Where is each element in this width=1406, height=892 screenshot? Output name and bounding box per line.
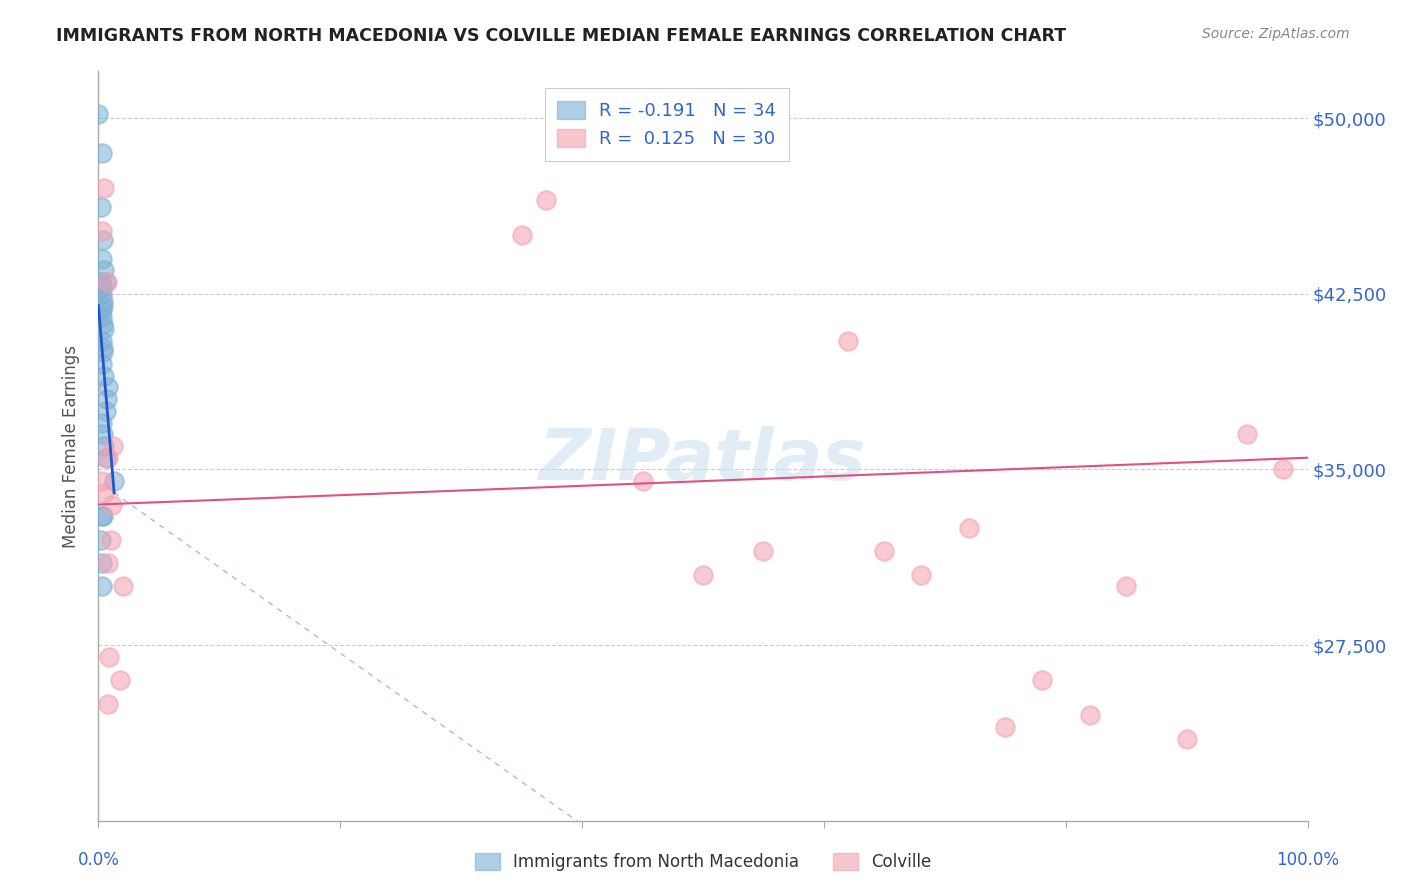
Point bbox=[631, 474, 654, 488]
Text: 100.0%: 100.0% bbox=[1277, 851, 1339, 869]
Point bbox=[1115, 580, 1137, 594]
Point bbox=[91, 345, 114, 359]
Point bbox=[91, 341, 114, 355]
Point bbox=[91, 280, 114, 294]
Point bbox=[910, 567, 932, 582]
Point bbox=[93, 263, 115, 277]
Point bbox=[98, 649, 121, 664]
Point bbox=[91, 286, 114, 301]
Point bbox=[534, 193, 557, 207]
Text: Source: ZipAtlas.com: Source: ZipAtlas.com bbox=[1202, 27, 1350, 41]
Point bbox=[96, 275, 118, 289]
Point bbox=[93, 181, 115, 195]
Point bbox=[752, 544, 775, 558]
Point bbox=[94, 404, 117, 418]
Point bbox=[91, 252, 114, 266]
Legend: Immigrants from North Macedonia, Colville: Immigrants from North Macedonia, Colvill… bbox=[467, 845, 939, 880]
Point bbox=[91, 556, 114, 570]
Text: IMMIGRANTS FROM NORTH MACEDONIA VS COLVILLE MEDIAN FEMALE EARNINGS CORRELATION C: IMMIGRANTS FROM NORTH MACEDONIA VS COLVI… bbox=[56, 27, 1066, 45]
Point bbox=[94, 275, 117, 289]
Point bbox=[91, 224, 114, 238]
Point bbox=[87, 106, 110, 120]
Point bbox=[91, 310, 114, 325]
Point bbox=[1175, 731, 1198, 746]
Point bbox=[1236, 427, 1258, 442]
Point bbox=[692, 567, 714, 582]
Point bbox=[91, 509, 114, 524]
Point bbox=[91, 416, 114, 430]
Point bbox=[101, 439, 124, 453]
Point bbox=[94, 450, 117, 465]
Point bbox=[957, 521, 980, 535]
Point bbox=[91, 334, 114, 348]
Point bbox=[91, 298, 114, 313]
Point bbox=[108, 673, 131, 688]
Point bbox=[97, 380, 120, 394]
Point bbox=[100, 533, 122, 547]
Point bbox=[91, 357, 114, 371]
Point bbox=[93, 486, 115, 500]
Point bbox=[1272, 462, 1295, 476]
Text: ZIPatlas: ZIPatlas bbox=[540, 426, 866, 495]
Point bbox=[1031, 673, 1053, 688]
Point bbox=[97, 556, 120, 570]
Point bbox=[96, 392, 118, 407]
Point bbox=[100, 498, 122, 512]
Point bbox=[994, 720, 1017, 734]
Point bbox=[91, 146, 114, 161]
Point bbox=[90, 533, 112, 547]
Point bbox=[91, 303, 114, 318]
Point bbox=[91, 293, 114, 308]
Point bbox=[97, 697, 120, 711]
Point bbox=[510, 228, 533, 243]
Text: 0.0%: 0.0% bbox=[77, 851, 120, 869]
Point bbox=[93, 439, 115, 453]
Point bbox=[91, 580, 114, 594]
Point bbox=[91, 474, 114, 488]
Point bbox=[837, 334, 859, 348]
Point bbox=[91, 427, 114, 442]
Point bbox=[91, 233, 114, 247]
Point bbox=[91, 317, 114, 331]
Point bbox=[111, 580, 134, 594]
Point bbox=[97, 450, 120, 465]
Point bbox=[93, 322, 115, 336]
Point bbox=[1078, 708, 1101, 723]
Point bbox=[103, 474, 125, 488]
Point bbox=[93, 368, 115, 383]
Legend: R = -0.191   N = 34, R =  0.125   N = 30: R = -0.191 N = 34, R = 0.125 N = 30 bbox=[544, 88, 789, 161]
Point bbox=[90, 200, 112, 214]
Point bbox=[91, 509, 114, 524]
Point bbox=[873, 544, 896, 558]
Y-axis label: Median Female Earnings: Median Female Earnings bbox=[62, 344, 80, 548]
Point bbox=[90, 275, 112, 289]
